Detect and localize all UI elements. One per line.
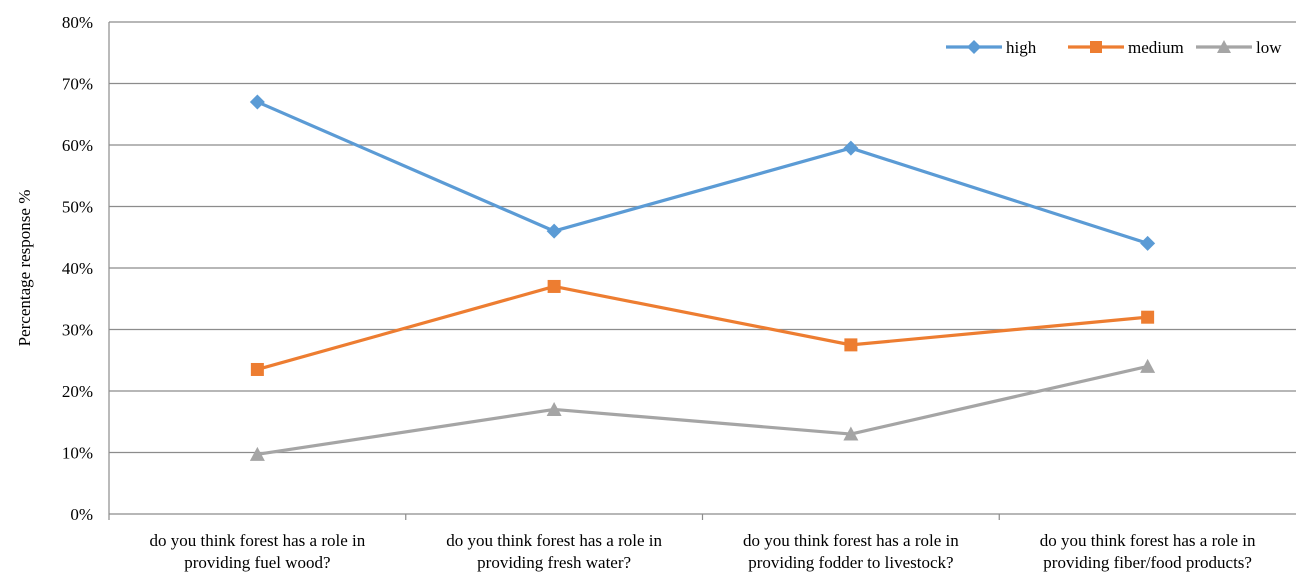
x-category-label: do you think forest has a role in providi… bbox=[743, 531, 959, 572]
gridlines bbox=[108, 21, 1296, 520]
legend-item-high: high bbox=[946, 38, 1037, 57]
data-point-diamond bbox=[967, 40, 981, 54]
legend-label: medium bbox=[1128, 38, 1184, 57]
data-point-triangle bbox=[1217, 40, 1231, 53]
legend-label: high bbox=[1006, 38, 1037, 57]
data-point-square bbox=[1141, 310, 1155, 324]
data-point-diamond bbox=[546, 223, 562, 239]
y-axis-ticks: 0% 10% 20% 30% 40% 50% 60% 70% 80% bbox=[62, 13, 93, 524]
series bbox=[249, 94, 1156, 461]
series-low bbox=[249, 358, 1156, 461]
y-tick-label: 60% bbox=[62, 136, 93, 155]
x-category-label: do you think forest has a role in providi… bbox=[1040, 531, 1256, 572]
series-line bbox=[255, 100, 1150, 245]
y-axis-title: Percentage response % bbox=[15, 190, 34, 347]
y-tick-label: 20% bbox=[62, 382, 93, 401]
x-category-label: do you think forest has a role in providi… bbox=[149, 531, 365, 572]
data-point-square bbox=[844, 338, 858, 352]
y-tick-label: 50% bbox=[62, 198, 93, 217]
y-tick-label: 80% bbox=[62, 13, 93, 32]
data-point-triangle bbox=[1140, 358, 1156, 373]
series-high bbox=[249, 94, 1156, 251]
legend-label: low bbox=[1256, 38, 1282, 57]
data-point-triangle bbox=[843, 426, 859, 441]
data-point-diamond bbox=[1140, 235, 1156, 251]
legend-item-low: low bbox=[1196, 38, 1282, 57]
y-tick-label: 70% bbox=[62, 75, 93, 94]
data-point-diamond bbox=[249, 94, 265, 110]
x-axis-categories: do you think forest has a role in providi… bbox=[149, 531, 1256, 572]
legend: high medium low bbox=[946, 38, 1282, 57]
data-point-square bbox=[250, 362, 264, 376]
data-point-square bbox=[547, 279, 561, 293]
x-category-label: do you think forest has a role in providi… bbox=[446, 531, 662, 572]
legend-item-medium: medium bbox=[1068, 38, 1184, 57]
series-line bbox=[255, 364, 1150, 456]
y-tick-label: 40% bbox=[62, 259, 93, 278]
data-point-triangle bbox=[249, 446, 265, 461]
y-tick-label: 30% bbox=[62, 321, 93, 340]
data-point-triangle bbox=[546, 401, 562, 416]
data-point-diamond bbox=[843, 140, 859, 156]
series-medium bbox=[250, 279, 1155, 376]
data-point-square bbox=[1090, 41, 1102, 53]
series-line bbox=[255, 284, 1150, 372]
y-tick-label: 10% bbox=[62, 444, 93, 463]
y-tick-label: 0% bbox=[70, 505, 93, 524]
